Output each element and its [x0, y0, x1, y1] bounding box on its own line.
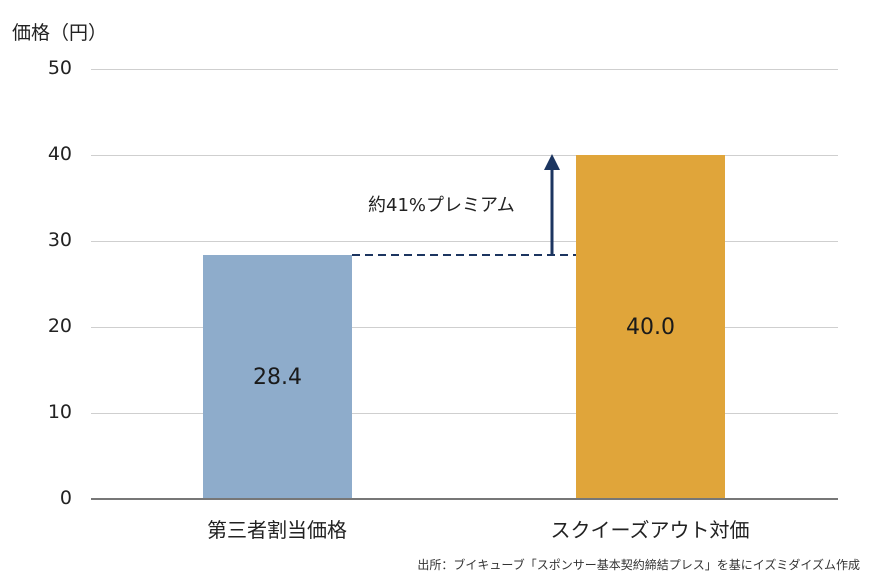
bar-value-label: 40.0: [626, 315, 675, 340]
bar-squeeze-out: 40.0: [576, 155, 725, 499]
bar-value-label: 28.4: [253, 365, 302, 390]
gridline-50: [91, 69, 838, 70]
gridline-10: [91, 413, 838, 414]
x-axis-line: [91, 498, 838, 500]
gridline-30: [91, 241, 838, 242]
y-tick-10: 10: [47, 401, 72, 423]
y-tick-20: 20: [47, 315, 72, 337]
x-category-1: スクイーズアウト対価: [550, 518, 750, 542]
y-tick-40: 40: [47, 143, 72, 165]
gridline-40: [91, 155, 838, 156]
premium-annotation: 約41%プレミアム: [368, 195, 515, 216]
y-axis-label: 価格（円）: [12, 22, 108, 44]
gridline-20: [91, 327, 838, 328]
x-category-0: 第三者割当価格: [207, 518, 347, 542]
y-tick-30: 30: [47, 229, 72, 251]
y-tick-50: 50: [47, 57, 72, 79]
source-note: 出所：ブイキューブ「スポンサー基本契約締結プレス」を基にイズミダイズム作成: [417, 558, 860, 572]
y-tick-0: 0: [59, 487, 72, 509]
bar-third-party-allotment: 28.4: [203, 255, 352, 499]
premium-arrow-icon: [352, 154, 576, 256]
